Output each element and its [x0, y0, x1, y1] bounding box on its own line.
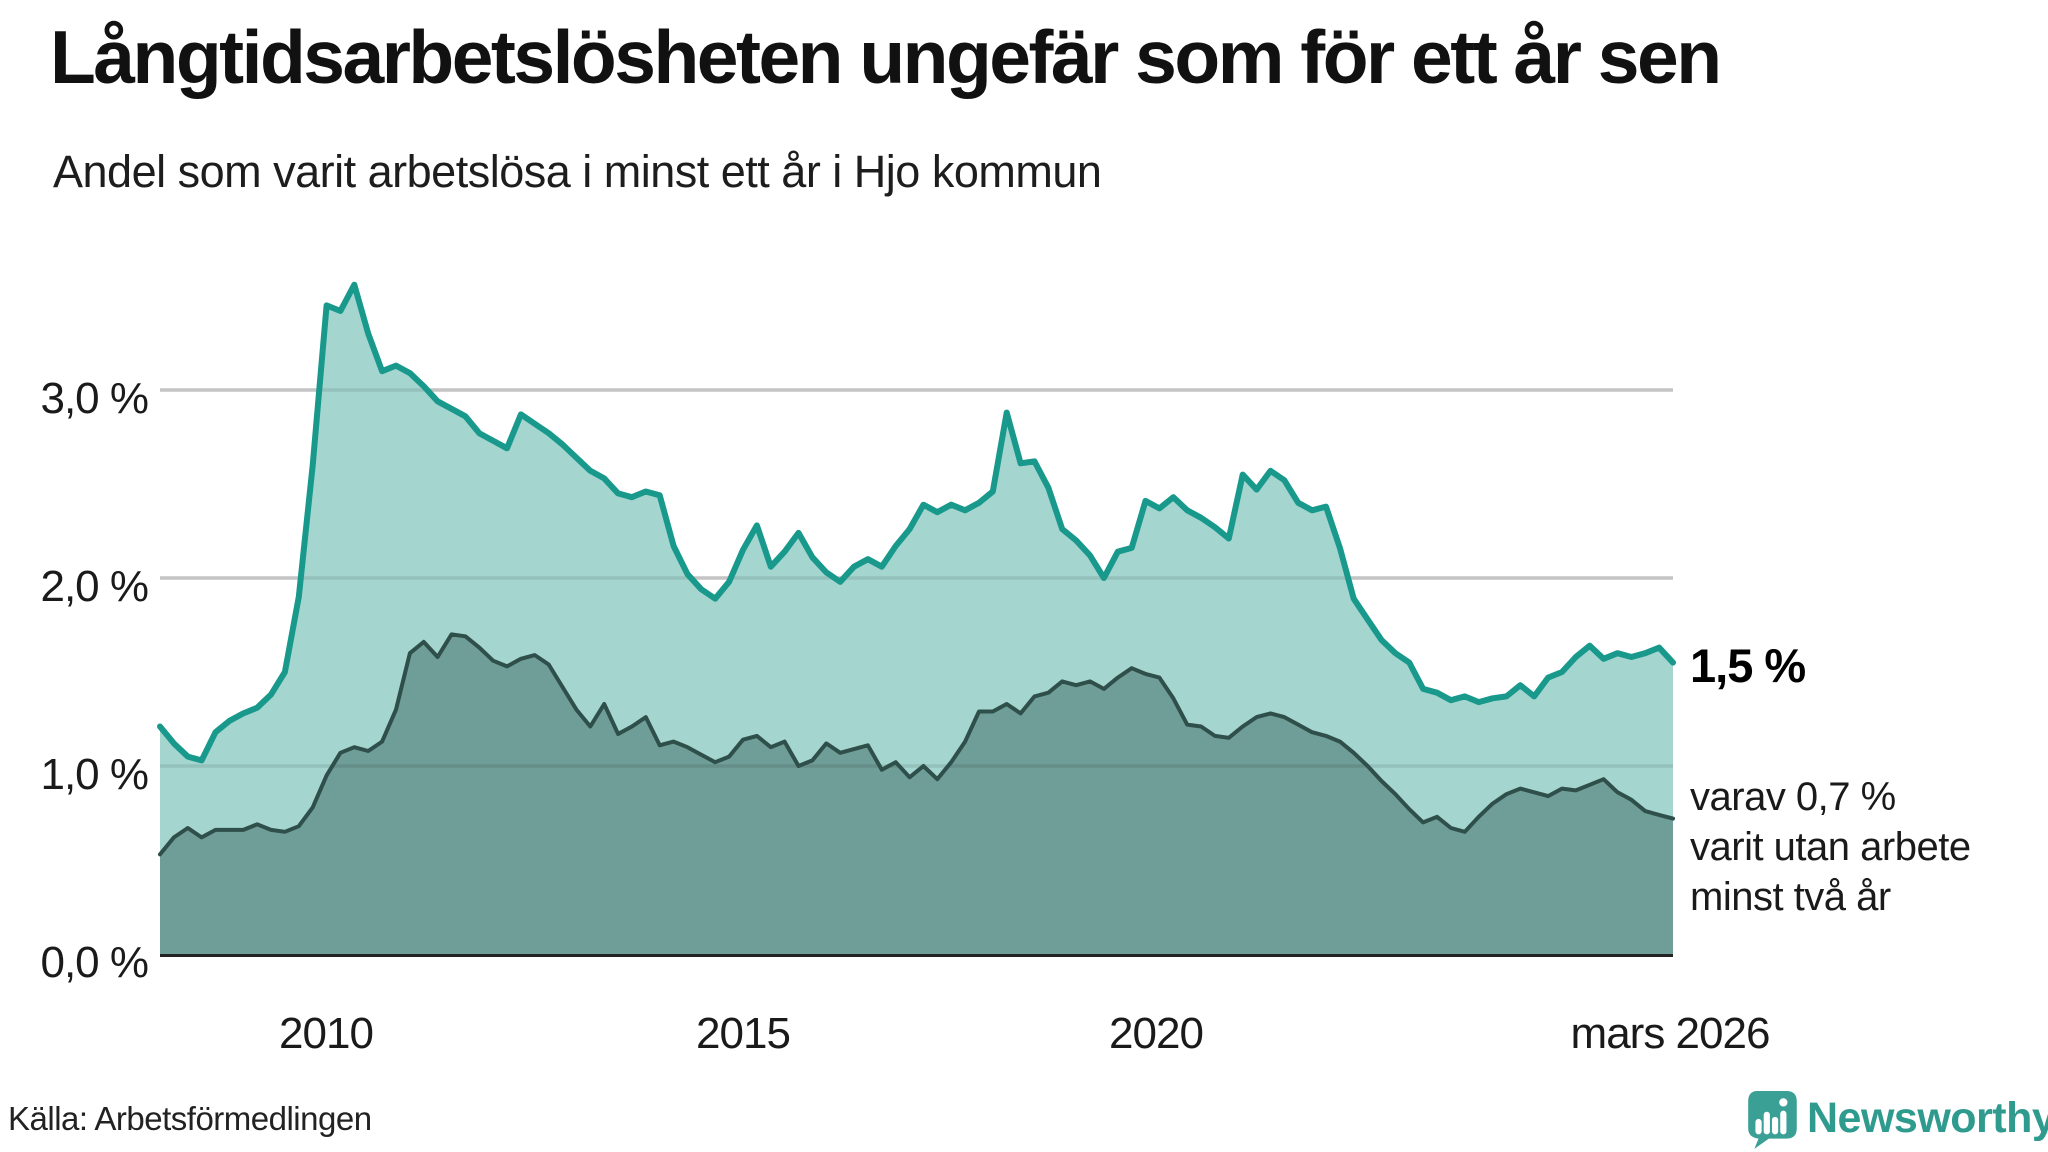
two-year-annotation: varav 0,7 % varit utan arbete minst två … — [1690, 772, 1971, 922]
series-line-minst-ett-ar — [157, 281, 1676, 764]
newsworthy-logo: Newsworthy — [1745, 1088, 2048, 1152]
x-axis-label-mars-2026: mars 2026 — [1570, 1009, 1771, 1058]
two-year-annotation-line-1: varav 0,7 % — [1690, 775, 1896, 819]
series-area-minst-tva-ar — [160, 634, 1673, 954]
latest-value-annotation: 1,5 % — [1690, 639, 1806, 692]
series-line-minst-tva-ar — [158, 632, 1675, 857]
x-axis-label-2015: 2015 — [696, 1009, 791, 1058]
page-title: Långtidsarbetslösheten ungefär som för e… — [50, 15, 1722, 99]
two-year-annotation-line-2: varit utan arbete — [1690, 825, 1971, 869]
two-year-annotation-line-3: minst två år — [1690, 875, 1891, 919]
x-axis-label-2010: 2010 — [279, 1009, 374, 1058]
y-axis-label-1pct: 1,0 % — [40, 750, 149, 799]
x-axis-label-2020: 2020 — [1109, 1009, 1204, 1058]
y-axis-label-0pct: 0,0 % — [40, 938, 149, 987]
y-axis-label-2pct: 2,0 % — [40, 562, 149, 611]
newsworthy-logo-text: Newsworthy — [1807, 1094, 2048, 1142]
page-subtitle: Andel som varit arbetslösa i minst ett å… — [53, 146, 1102, 197]
source-note: Källa: Arbetsförmedlingen — [8, 1100, 372, 1137]
newsworthy-logo-icon — [1748, 1091, 1797, 1149]
y-axis-label-3pct: 3,0 % — [40, 374, 149, 423]
